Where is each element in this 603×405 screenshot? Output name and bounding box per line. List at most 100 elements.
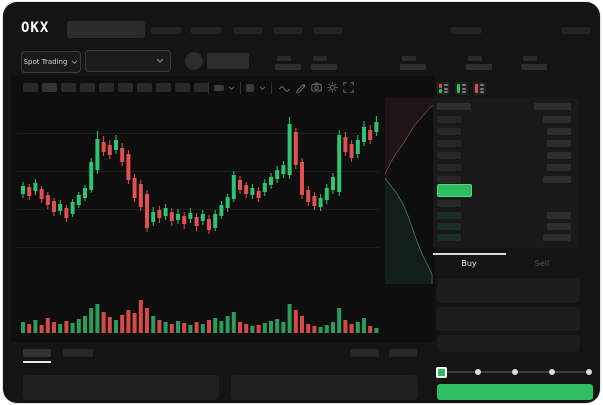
nav-item[interactable]	[191, 27, 221, 34]
order-input[interactable]	[437, 278, 580, 303]
nav-right-item[interactable]	[451, 27, 481, 34]
candle	[213, 214, 218, 228]
camera-icon[interactable]	[311, 82, 322, 92]
volume-bar	[45, 318, 50, 333]
orderbook-view-bids-icon[interactable]	[455, 82, 468, 95]
candle	[207, 219, 211, 230]
volume-bar	[343, 320, 348, 333]
orderbook-header-right	[534, 103, 571, 110]
ask-row-amount[interactable]	[543, 176, 571, 183]
orderbook-view-both-icon[interactable]	[437, 82, 450, 95]
nav-item[interactable]	[313, 27, 343, 34]
search-input[interactable]	[67, 21, 145, 38]
ask-row-price[interactable]	[437, 116, 461, 123]
ask-row-amount[interactable]	[543, 116, 571, 123]
ask-row-price[interactable]	[437, 152, 461, 159]
candle	[21, 186, 25, 194]
candle	[138, 184, 143, 207]
order-input[interactable]	[437, 335, 580, 352]
buy-submit-button[interactable]	[437, 384, 593, 400]
bottom-panel	[23, 375, 219, 400]
slider-stop[interactable]	[512, 369, 518, 375]
candle	[306, 190, 311, 202]
nav-item[interactable]	[273, 27, 303, 34]
bid-row-amount[interactable]	[547, 223, 571, 230]
timeframe-button[interactable]	[23, 83, 38, 92]
candle	[256, 191, 261, 198]
okx-logo[interactable]: OKX	[21, 20, 50, 36]
stat-label-placeholder	[468, 56, 482, 61]
volume-bar	[300, 316, 304, 333]
fullscreen-expand-icon[interactable]	[343, 82, 354, 93]
ask-row-amount[interactable]	[547, 128, 571, 135]
tab-buy[interactable]	[433, 253, 506, 277]
nav-item[interactable]	[233, 27, 263, 34]
ask-row-price[interactable]	[437, 164, 461, 171]
volume-bar	[89, 308, 94, 333]
slider-stop[interactable]	[475, 369, 481, 375]
bid-row-price[interactable]	[437, 223, 461, 230]
bid-row-price[interactable]	[437, 200, 461, 207]
volume-bar	[374, 328, 379, 333]
slider-stop[interactable]	[586, 369, 592, 375]
ask-row-price[interactable]	[437, 128, 461, 135]
ask-row-amount[interactable]	[547, 140, 571, 147]
nav-right-item[interactable]	[561, 27, 591, 34]
volume-bar	[349, 324, 354, 333]
volume-bars	[21, 300, 379, 333]
candle	[343, 137, 348, 152]
orderbook-view-asks-icon[interactable]	[473, 82, 486, 95]
volume-bar	[256, 325, 261, 333]
order-input[interactable]	[437, 307, 580, 331]
volume-bar	[368, 326, 373, 333]
timeframe-button[interactable]	[137, 83, 152, 92]
ask-row-price[interactable]	[437, 140, 461, 147]
chevron-down-icon[interactable]	[259, 86, 266, 91]
volume-bar	[126, 310, 131, 333]
indicator-dropdown-1[interactable]	[214, 85, 224, 91]
tab-sell-label[interactable]: Sell	[534, 259, 550, 268]
orderbook-last-price[interactable]	[437, 184, 472, 197]
ask-row-amount[interactable]	[547, 164, 571, 171]
ask-row-amount[interactable]	[547, 152, 571, 159]
timeframe-button[interactable]	[61, 83, 76, 92]
grid-line	[17, 171, 379, 172]
candle	[219, 205, 224, 216]
candle	[39, 189, 44, 199]
candlestick-chart[interactable]	[15, 100, 383, 295]
bottom-tab-right[interactable]	[350, 349, 379, 357]
timeframe-button[interactable]	[156, 83, 171, 92]
pair-selector-dropdown[interactable]	[85, 50, 171, 72]
bid-row-amount[interactable]	[547, 212, 571, 219]
orderbook-header-left	[437, 103, 471, 110]
timeframe-button[interactable]	[194, 83, 209, 92]
timeframe-button[interactable]	[99, 83, 114, 92]
timeframe-button[interactable]	[80, 83, 95, 92]
volume-bar	[324, 325, 329, 333]
timeframe-button[interactable]	[175, 83, 190, 92]
timeframe-button[interactable]	[118, 83, 133, 92]
ask-row-price[interactable]	[437, 176, 461, 183]
nav-item[interactable]	[151, 27, 181, 34]
bottom-tab-right[interactable]	[389, 349, 417, 357]
stat-value-placeholder	[466, 64, 492, 70]
slider-handle[interactable]	[436, 367, 447, 378]
chevron-down-icon[interactable]	[228, 86, 235, 91]
market-type-dropdown[interactable]: Spot Trading	[21, 51, 81, 73]
bid-row-amount[interactable]	[543, 234, 571, 241]
chevron-down-icon	[72, 59, 78, 64]
indicator-wave-icon[interactable]	[279, 84, 290, 93]
bid-row-price[interactable]	[437, 212, 461, 219]
volume-bar	[331, 322, 335, 333]
volume-bar	[312, 326, 317, 333]
tab-buy-label[interactable]: Buy	[461, 259, 477, 268]
bottom-tab[interactable]	[23, 349, 51, 357]
volume-bar	[225, 316, 230, 333]
draw-pencil-icon[interactable]	[295, 82, 306, 93]
slider-stop[interactable]	[549, 369, 555, 375]
settings-gear-icon[interactable]	[327, 82, 338, 93]
timeframe-button[interactable]	[42, 83, 57, 92]
bid-row-price[interactable]	[437, 234, 461, 241]
candle-style-dropdown[interactable]	[246, 84, 254, 92]
bottom-tab[interactable]	[63, 349, 93, 357]
